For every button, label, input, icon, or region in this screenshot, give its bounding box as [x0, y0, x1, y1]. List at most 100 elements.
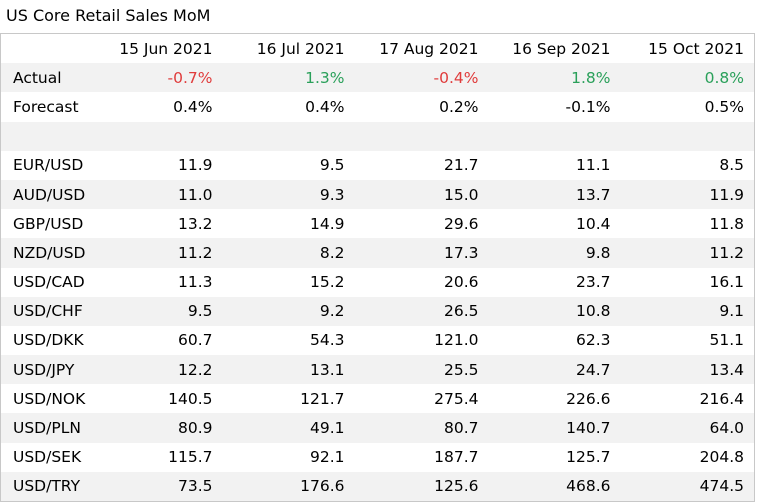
- table-cell: 121.0: [354, 325, 489, 356]
- table-cell: 13.7: [488, 179, 621, 210]
- table-cell: [222, 121, 355, 151]
- table-cell: 64.0: [620, 413, 755, 443]
- table-title: US Core Retail Sales MoM: [6, 6, 211, 25]
- table-cell: 15.0: [354, 179, 489, 210]
- row-label: Forecast: [0, 92, 97, 122]
- table-cell: 9.2: [222, 296, 355, 326]
- table-cell: 20.6: [354, 267, 489, 297]
- retail-sales-table: 15 Jun 2021 16 Jul 2021 17 Aug 2021 16 S…: [0, 33, 755, 502]
- table-cell: 9.5: [222, 150, 355, 180]
- table-cell: [488, 121, 621, 151]
- row-label: AUD/USD: [0, 179, 97, 210]
- table-cell: -0.7%: [96, 63, 223, 93]
- table-cell: 275.4: [354, 384, 489, 414]
- table-cell: [96, 121, 223, 151]
- table-cell: 11.9: [96, 150, 223, 180]
- table-cell: 21.7: [354, 150, 489, 180]
- row-label: USD/JPY: [0, 355, 97, 385]
- table-cell: [354, 121, 489, 151]
- table-cell: 29.6: [354, 209, 489, 239]
- table-cell: 125.7: [488, 442, 621, 472]
- table-cell: 140.7: [488, 413, 621, 443]
- table-cell: 80.9: [96, 413, 223, 443]
- table-cell: 474.5: [620, 471, 755, 502]
- column-header: 16 Jul 2021: [256, 39, 345, 58]
- table-cell: 216.4: [620, 384, 755, 414]
- table-row: EUR/USD 11.9 9.5 21.7 11.1 8.5: [0, 150, 755, 180]
- table-cell: 140.5: [96, 384, 223, 414]
- table-cell: 51.1: [620, 325, 755, 356]
- row-label: USD/NOK: [0, 384, 97, 414]
- table-cell: 0.4%: [222, 92, 355, 122]
- row-label: GBP/USD: [0, 209, 97, 239]
- table-cell: 176.6: [222, 471, 355, 502]
- row-label: NZD/USD: [0, 238, 97, 268]
- table-cell: 8.2: [222, 238, 355, 268]
- table-cell: 26.5: [354, 296, 489, 326]
- row-label: EUR/USD: [0, 150, 97, 180]
- table-row: USD/CAD 11.3 15.2 20.6 23.7 16.1: [0, 267, 755, 297]
- table-cell: 60.7: [96, 325, 223, 356]
- table-row: GBP/USD 13.2 14.9 29.6 10.4 11.8: [0, 209, 755, 239]
- table-row: USD/DKK 60.7 54.3 121.0 62.3 51.1: [0, 325, 755, 356]
- column-header: 15 Oct 2021: [648, 39, 744, 58]
- table-cell: 14.9: [222, 209, 355, 239]
- table-cell: 62.3: [488, 325, 621, 356]
- table-cell: 1.8%: [488, 63, 621, 93]
- spacer-row: [0, 121, 755, 151]
- header-row: 15 Jun 2021 16 Jul 2021 17 Aug 2021 16 S…: [1, 34, 755, 64]
- table-cell: 9.5: [96, 296, 223, 326]
- table-cell: 16.1: [620, 267, 755, 297]
- table-cell: 13.2: [96, 209, 223, 239]
- table-cell: 54.3: [222, 325, 355, 356]
- table-row: AUD/USD 11.0 9.3 15.0 13.7 11.9: [0, 179, 755, 210]
- table-cell: 11.2: [620, 238, 755, 268]
- table-cell: 15.2: [222, 267, 355, 297]
- table-cell: -0.4%: [354, 63, 489, 93]
- table-cell: 121.7: [222, 384, 355, 414]
- table-cell: 73.5: [96, 471, 223, 502]
- table-cell: 10.4: [488, 209, 621, 239]
- table-cell: 1.3%: [222, 63, 355, 93]
- table-row: USD/NOK 140.5 121.7 275.4 226.6 216.4: [0, 384, 755, 414]
- table-cell: 12.2: [96, 355, 223, 385]
- table-cell: 0.4%: [96, 92, 223, 122]
- table-cell: -0.1%: [488, 92, 621, 122]
- column-header: 17 Aug 2021: [379, 39, 479, 58]
- table-cell: 13.4: [620, 355, 755, 385]
- table-cell: 11.1: [488, 150, 621, 180]
- row-label: Actual: [0, 63, 97, 93]
- table-row: Actual -0.7% 1.3% -0.4% 1.8% 0.8%: [0, 63, 755, 93]
- table-cell: 80.7: [354, 413, 489, 443]
- table-cell: 0.2%: [354, 92, 489, 122]
- table-cell: 23.7: [488, 267, 621, 297]
- table-cell: 11.3: [96, 267, 223, 297]
- table-cell: 9.3: [222, 179, 355, 210]
- table-row: USD/JPY 12.2 13.1 25.5 24.7 13.4: [0, 355, 755, 385]
- table-cell: [620, 121, 755, 151]
- table-cell: 226.6: [488, 384, 621, 414]
- table-cell: 25.5: [354, 355, 489, 385]
- column-header: 15 Jun 2021: [119, 39, 213, 58]
- row-label: USD/SEK: [0, 442, 97, 472]
- table-row: USD/SEK 115.7 92.1 187.7 125.7 204.8: [0, 442, 755, 472]
- table-cell: 17.3: [354, 238, 489, 268]
- table-cell: 10.8: [488, 296, 621, 326]
- row-label: USD/CAD: [0, 267, 97, 297]
- table-cell: 49.1: [222, 413, 355, 443]
- row-label: USD/CHF: [0, 296, 97, 326]
- row-label: USD/PLN: [0, 413, 97, 443]
- table-cell: 9.8: [488, 238, 621, 268]
- table-cell: 13.1: [222, 355, 355, 385]
- table-body: Actual -0.7% 1.3% -0.4% 1.8% 0.8% Forecast 0.4%…: [0, 63, 755, 502]
- table-cell: 11.2: [96, 238, 223, 268]
- table-cell: 204.8: [620, 442, 755, 472]
- table-cell: 24.7: [488, 355, 621, 385]
- table-cell: 115.7: [96, 442, 223, 472]
- row-label: USD/TRY: [0, 471, 97, 502]
- header-corner-cell: [1, 34, 97, 64]
- table-cell: 0.8%: [620, 63, 755, 93]
- row-label: [0, 121, 97, 151]
- table-row: USD/CHF 9.5 9.2 26.5 10.8 9.1: [0, 296, 755, 326]
- table-cell: 11.9: [620, 179, 755, 210]
